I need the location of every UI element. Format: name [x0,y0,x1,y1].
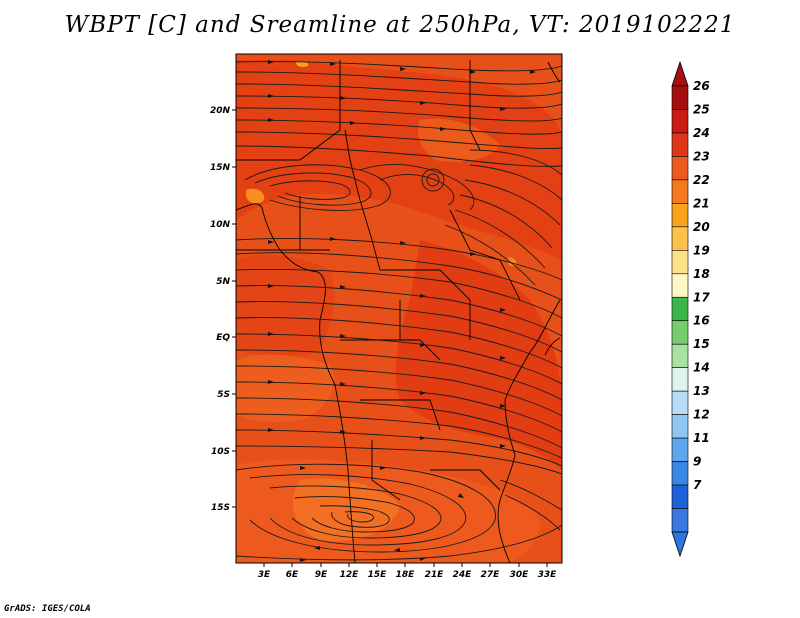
y-tick-label: 20N [210,106,231,116]
colorbar-label: 21 [693,196,710,210]
colorbar-label: 13 [693,384,710,398]
x-tick-label: 6E [286,570,299,580]
colorbar: 26 25 24 23 22 21 20 19 18 17 16 15 14 13 12 11 9 7 [671,60,710,558]
x-tick-label: 15E [368,570,388,580]
colorbar-label: 14 [693,361,710,375]
colorbar-cell [671,132,689,157]
chart-title: WBPT [C] and Sreamline at 250hPa, VT: 20… [64,12,736,38]
colorbar-label: 19 [693,243,710,257]
grads-credit: GrADS: IGES/COLA [4,604,91,614]
colorbar-label: 9 [693,455,701,469]
colorbar-top-arrow [671,60,689,87]
colorbar-cell [671,109,689,134]
y-tick-label: EQ [216,333,230,343]
wbpt-field [236,54,562,563]
colorbar-cell [671,203,689,228]
x-tick-label: 12E [340,570,360,580]
y-tick-label: 15N [210,163,231,173]
x-tick-label: 27E [481,570,501,580]
x-tick-label: 30E [510,570,530,580]
colorbar-label: 12 [693,408,710,422]
x-axis [263,563,548,567]
colorbar-cell [671,414,689,439]
y-tick-label: 5S [217,390,230,400]
y-tick-label: 10S [211,447,230,457]
y-tick-label: 10N [210,220,231,230]
colorbar-cell [671,343,689,368]
map-border [235,53,563,564]
colorbar-cell [671,320,689,345]
colorbar-cell [671,250,689,275]
colorbar-label: 24 [693,126,710,140]
colorbar-label: 26 [693,79,710,93]
colorbar-label: 7 [693,478,702,492]
x-tick-label: 18E [396,570,416,580]
x-tick-label: 9E [315,570,328,580]
y-axis [232,109,236,508]
colorbar-cell [671,85,689,110]
streamlines [236,61,562,561]
colorbar-label: 20 [693,220,710,234]
colorbar-label: 11 [693,431,710,445]
colorbar-label: 18 [693,267,710,281]
colorbar-cell [671,390,689,415]
colorbar-label: 22 [693,173,710,187]
colorbar-cell [671,156,689,181]
colorbar-cell [671,179,689,204]
colorbar-label: 16 [693,314,710,328]
colorbar-label: 23 [693,149,710,163]
x-tick-label: 24E [453,570,473,580]
colorbar-label: 17 [693,290,710,304]
colorbar-cell [671,484,689,509]
colorbar-cell [671,226,689,251]
y-tick-label: 15S [211,503,230,513]
colorbar-label: 15 [693,337,710,351]
colorbar-cell [671,508,689,533]
colorbar-cell [671,437,689,462]
colorbar-cell [671,367,689,392]
y-tick-label: 5N [216,277,230,287]
colorbar-cell [671,273,689,298]
colorbar-bottom-arrow [671,531,689,558]
x-tick-label: 33E [538,570,558,580]
colorbar-cell [671,461,689,486]
colorbar-cell [671,296,689,322]
stream-arrows [268,60,536,562]
x-tick-label: 3E [258,570,271,580]
x-tick-label: 21E [425,570,445,580]
coastlines-borders [236,60,561,563]
colorbar-label: 25 [693,102,710,116]
